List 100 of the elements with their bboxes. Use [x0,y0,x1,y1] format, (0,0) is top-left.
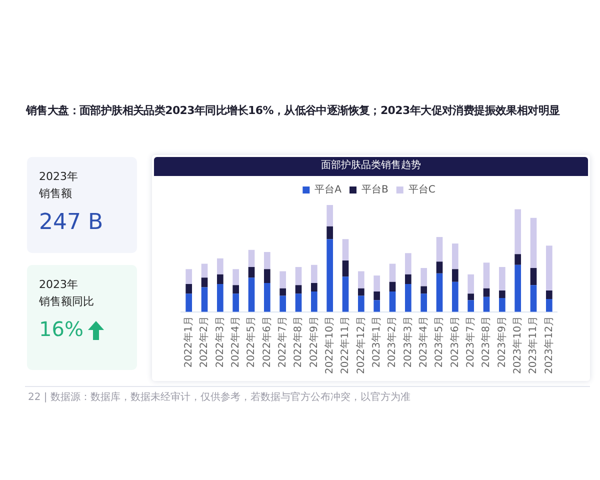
bar [248,278,255,312]
bar [483,262,490,288]
bar [546,299,552,312]
bar [514,254,522,265]
bar [483,296,490,312]
x-tick-label: 2022年12月 [354,316,367,374]
bar [342,276,349,312]
bar [530,268,537,286]
bar [358,288,364,296]
bar [498,298,506,312]
bar [310,264,318,283]
bar [264,282,270,312]
bar [514,264,522,312]
bar [186,294,192,312]
bar [201,287,208,312]
bar [436,273,443,312]
x-tick-label: 2022年4月 [229,316,242,368]
bar [452,243,458,270]
bar [404,284,412,312]
bar [201,264,208,278]
bar [310,292,318,312]
x-tick-label: 2023年12月 [542,316,555,374]
bar [374,292,380,300]
bar [342,260,349,277]
x-tick-label: 2023年10月 [511,316,524,374]
text: 247 B [39,210,104,236]
text: 2023年 [39,278,78,292]
x-tick-label: 2023年11月 [527,316,540,374]
bar [326,239,334,312]
bar [420,286,428,294]
legend-label: 平台C [408,184,436,196]
bar [530,285,537,312]
x-tick-label: 2023年8月 [480,316,492,368]
bar [404,253,412,274]
bar [295,285,302,294]
x-tick-label: 2022年9月 [308,316,320,368]
bar [280,296,286,312]
text: 销售额同比 [39,295,94,309]
bar [216,274,224,284]
bar [468,294,474,300]
legend-label: 平台B [362,184,388,196]
bar [468,274,474,294]
x-tick-label: 2022年8月 [292,316,304,368]
bar [280,271,286,288]
bar [295,294,302,312]
x-tick-label: 2022年2月 [198,316,210,368]
x-tick-label: 2022年10月 [323,316,336,374]
x-tick-label: 2023年2月 [386,316,398,368]
chart-title: 面部护肤品类销售趋势 [321,160,421,172]
bar [436,262,443,274]
bar [326,205,334,226]
x-tick-label: 2023年5月 [433,316,446,368]
x-tick-label: 2022年3月 [214,316,226,368]
x-tick-label: 2023年7月 [464,316,476,368]
bar [404,274,412,284]
bar [389,282,396,292]
bar [374,276,380,292]
bar [342,239,349,261]
text: 2023年 [39,170,78,184]
bar [248,266,255,278]
bar [358,271,364,288]
x-tick-label: 2023年4月 [417,316,430,368]
bar [280,288,286,296]
bar [420,268,428,286]
bar [546,290,552,300]
x-tick-label: 2022年6月 [260,316,273,368]
bar [514,209,522,254]
bar [452,282,458,312]
bar [264,252,270,270]
x-tick-label: 2022年11月 [339,316,352,374]
x-tick-label: 2023年3月 [402,316,414,368]
bar [232,294,240,312]
bar [530,218,537,268]
text: 16% [39,317,84,341]
bar [295,266,302,286]
bar [201,278,208,288]
bar [420,294,428,312]
bar [216,258,224,274]
bar [374,300,380,312]
x-tick-label: 2023年6月 [448,316,461,368]
bar [483,288,490,297]
bar [186,269,192,284]
bar [326,226,334,240]
bar [546,246,552,290]
bar [498,290,506,298]
bar [358,296,364,312]
bar [310,282,318,292]
x-tick-label: 2023年1月 [370,316,382,368]
bar [248,250,255,267]
bar [468,300,474,312]
x-tick-label: 2022年5月 [245,316,258,368]
legend-label: 平台A [314,184,342,196]
bar [498,266,506,290]
bar [232,285,240,294]
bar [436,237,443,262]
text: 22 | 数据源：数据库，数据未经审计，仅供参考，若数据与官方公布冲突，以官方为准 [28,392,410,404]
x-tick-label: 2023年9月 [496,316,508,368]
bar [232,269,240,286]
bar [264,269,270,283]
x-tick-label: 2022年7月 [276,316,288,368]
